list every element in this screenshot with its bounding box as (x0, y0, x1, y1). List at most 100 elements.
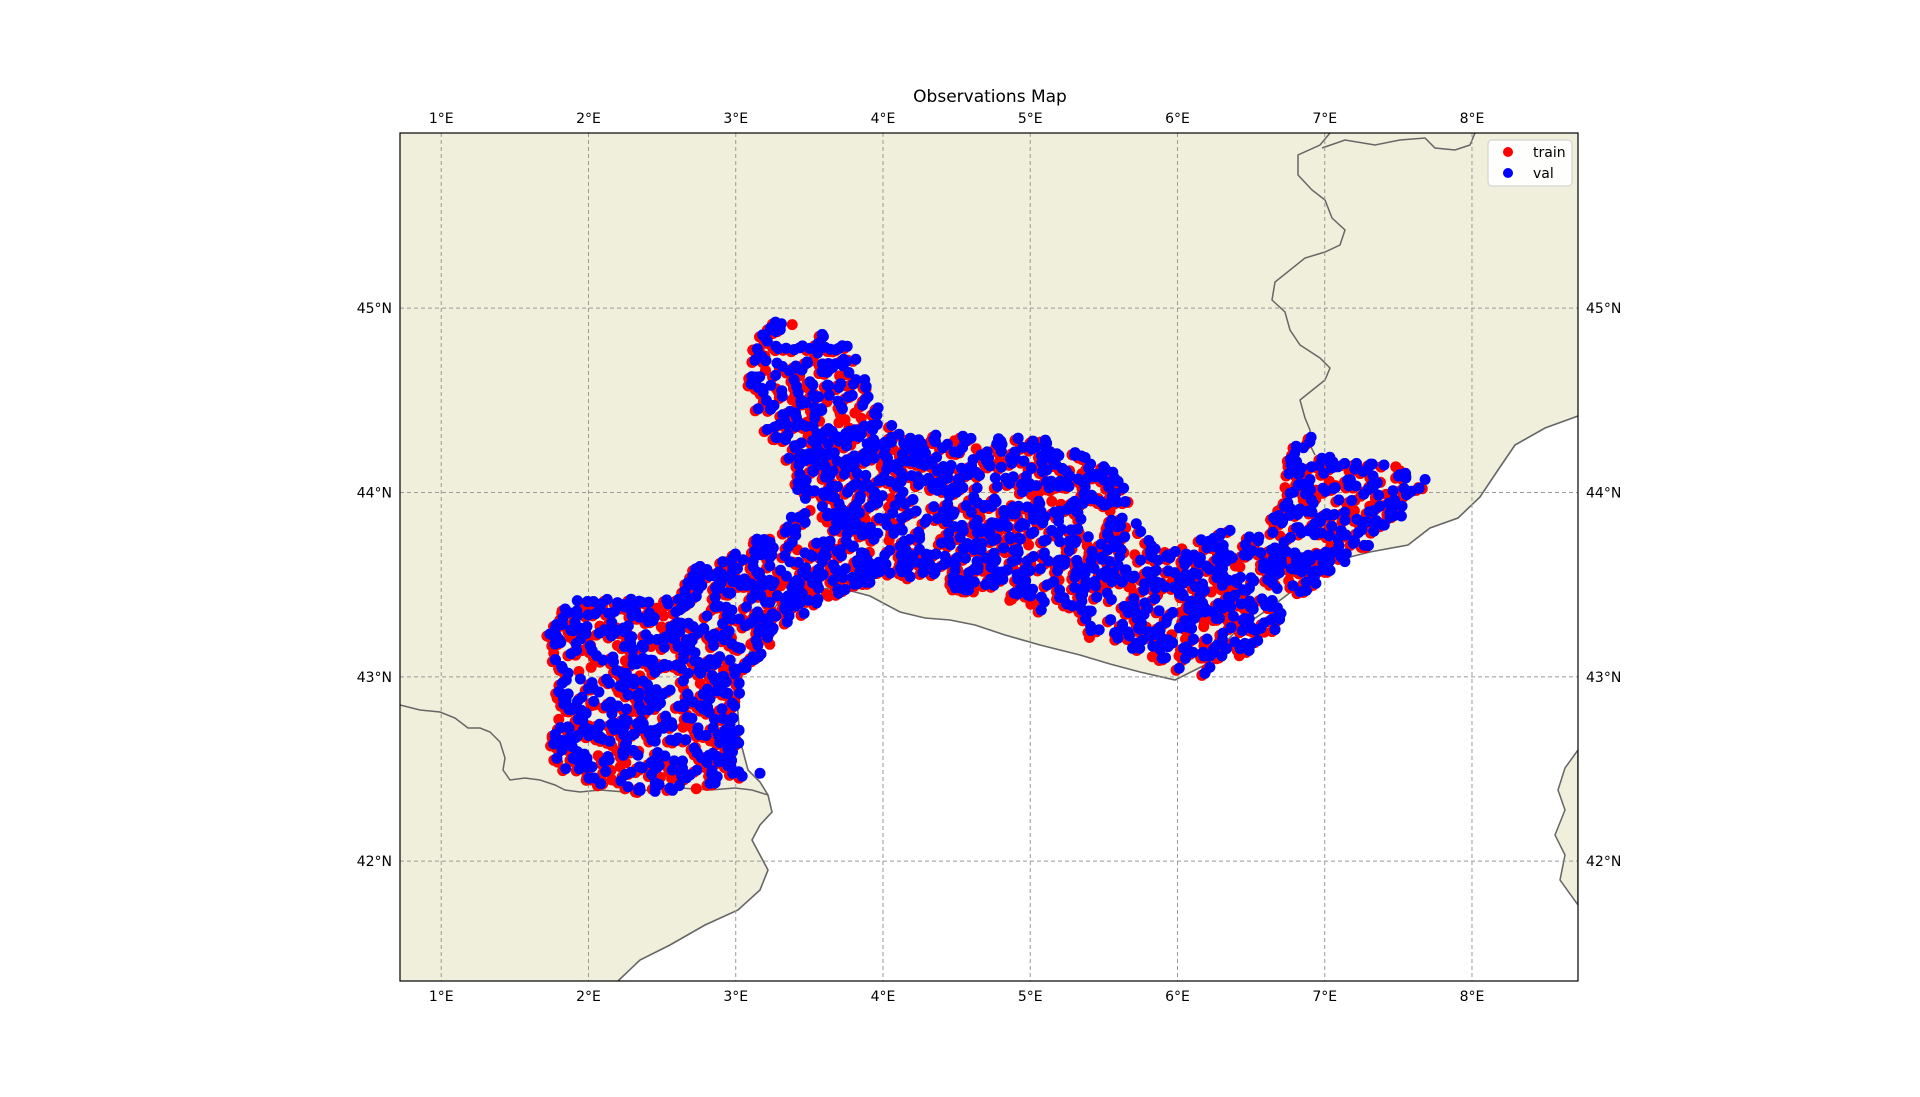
coastline (617, 415, 1578, 981)
val-point (989, 517, 1001, 529)
val-point (1159, 581, 1171, 593)
val-point (666, 764, 678, 776)
train-point (839, 414, 851, 426)
val-point (668, 755, 680, 767)
val-point (1028, 551, 1039, 562)
val-point (1349, 463, 1361, 475)
val-point (1034, 563, 1046, 575)
val-point (682, 689, 694, 701)
val-point (850, 353, 862, 365)
val-point (1339, 514, 1351, 526)
val-point (576, 691, 588, 703)
val-point (690, 590, 702, 602)
val-point (1080, 613, 1092, 625)
val-point (716, 703, 728, 715)
val-point (765, 379, 777, 391)
val-point (1123, 630, 1135, 642)
val-point (791, 575, 802, 586)
border-france-italy (1271, 133, 1346, 456)
val-point (709, 591, 721, 603)
val-point (1153, 605, 1165, 617)
val-point (1065, 524, 1077, 536)
val-point (754, 767, 766, 779)
val-point (749, 545, 760, 557)
val-point (843, 367, 855, 378)
val-point (1212, 598, 1224, 610)
val-point (680, 734, 692, 746)
val-point (750, 635, 762, 646)
train-point (1046, 495, 1058, 507)
val-point (1283, 468, 1295, 480)
val-point (770, 369, 782, 381)
val-point (770, 610, 782, 622)
val-point (722, 587, 734, 599)
val-point (601, 673, 612, 685)
val-point (995, 461, 1007, 473)
train-point (690, 783, 702, 795)
val-point (1156, 652, 1168, 664)
val-point (1396, 500, 1408, 512)
val-point (1255, 547, 1267, 559)
val-point (884, 567, 896, 579)
val-point (724, 654, 736, 666)
val-point (1215, 556, 1227, 568)
val-point (856, 521, 868, 533)
val-point (971, 514, 983, 526)
val-point (1167, 637, 1178, 649)
val-point (1227, 610, 1239, 622)
val-point (754, 371, 766, 383)
val-point (785, 511, 797, 523)
val-point (783, 452, 795, 464)
train-point (585, 661, 597, 673)
val-point (764, 597, 776, 608)
val-point (1333, 494, 1345, 506)
val-point (988, 547, 1000, 559)
val-point (904, 571, 916, 583)
val-point (1119, 496, 1131, 508)
val-point (1320, 546, 1332, 558)
val-point (1201, 633, 1213, 645)
train-point (1234, 561, 1246, 573)
train-point (1023, 539, 1035, 551)
val-point (606, 708, 618, 720)
val-point (1063, 545, 1075, 557)
val-point (764, 560, 776, 572)
val-point (932, 513, 944, 524)
train-point (614, 761, 626, 773)
val-point (811, 597, 823, 609)
train-point (657, 610, 669, 622)
val-point (776, 390, 788, 402)
val-point (574, 673, 586, 685)
val-point (910, 505, 922, 517)
val-point (740, 601, 752, 613)
val-point (1346, 495, 1358, 506)
val-point (771, 590, 783, 602)
val-point (1177, 578, 1189, 589)
train-point (553, 713, 565, 725)
border-france-spain (400, 704, 769, 796)
val-point (998, 542, 1010, 554)
val-point (779, 550, 791, 562)
val-point (1413, 482, 1425, 494)
val-point (1419, 474, 1431, 485)
val-point (680, 634, 692, 646)
val-point (627, 673, 639, 685)
val-point (653, 779, 665, 791)
val-point (1284, 487, 1296, 499)
val-point (867, 443, 879, 455)
val-point (886, 420, 898, 431)
val-point (1237, 614, 1249, 626)
val-point (571, 595, 583, 607)
train-point (786, 319, 798, 331)
val-point (758, 579, 770, 591)
val-point (560, 763, 572, 775)
val-point (1038, 535, 1050, 547)
val-point (706, 768, 718, 780)
val-point (726, 697, 738, 709)
val-point (717, 618, 729, 630)
corsica-land (1554, 748, 1578, 907)
val-point (792, 556, 804, 568)
val-point (1318, 467, 1330, 479)
chart-title: Observations Map (913, 87, 1067, 107)
